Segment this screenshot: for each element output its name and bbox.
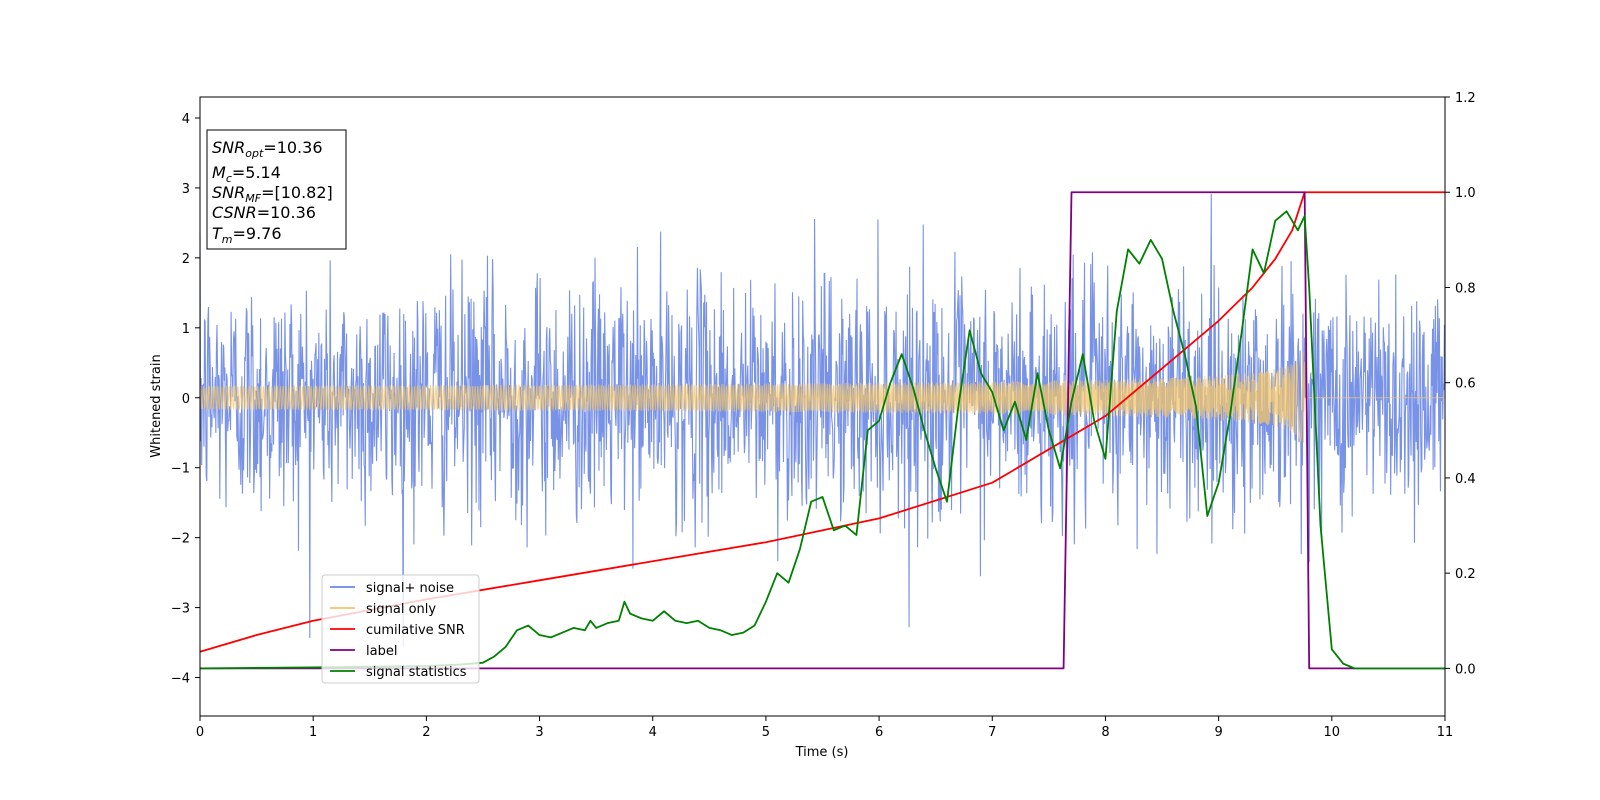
y-right-tick-label: 1.0 bbox=[1455, 186, 1476, 201]
y-left-tick-label: 3 bbox=[182, 182, 190, 197]
x-tick-label: 4 bbox=[649, 725, 657, 740]
legend-entry-label: signal statistics bbox=[366, 665, 467, 680]
series-signal-statistics-line bbox=[199, 210, 1445, 670]
annotation-line: Tm=9.76 bbox=[212, 224, 282, 246]
x-tick-label: 7 bbox=[988, 725, 996, 740]
y-axis-left: 4 3 2 1 0 −1 −2 −3 −4 bbox=[171, 112, 200, 687]
x-tick-label: 0 bbox=[196, 725, 204, 740]
legend-entry-label: signal only bbox=[366, 602, 436, 617]
y-left-tick-label: −4 bbox=[171, 672, 190, 687]
annotation-line: SNRMF=[10.82] bbox=[212, 183, 333, 205]
x-tick-label: 8 bbox=[1101, 725, 1109, 740]
y-axis-label: Whitened strain bbox=[149, 354, 164, 457]
y-right-tick-label: 0.4 bbox=[1455, 472, 1476, 487]
y-right-tick-label: 0.8 bbox=[1455, 281, 1476, 296]
x-tick-label: 9 bbox=[1214, 725, 1222, 740]
legend-frame bbox=[321, 574, 480, 684]
x-axis-label: Time (s) bbox=[795, 745, 849, 760]
x-tick-label: 5 bbox=[762, 725, 770, 740]
series-signal-noise-line bbox=[199, 193, 1446, 648]
series-signal-only-line bbox=[199, 351, 1445, 443]
y-left-tick-label: 0 bbox=[182, 392, 190, 407]
x-tick-label: 3 bbox=[535, 725, 543, 740]
y-right-tick-label: 0.0 bbox=[1455, 662, 1476, 677]
y-left-tick-label: −3 bbox=[171, 602, 190, 617]
annotation-line: SNRopt=10.36 bbox=[212, 138, 323, 160]
y-right-tick-label: 0.2 bbox=[1455, 567, 1476, 582]
x-tick-label: 11 bbox=[1437, 725, 1454, 740]
legend-entry-label: signal+ noise bbox=[366, 581, 454, 596]
y-right-tick-label: 0.6 bbox=[1455, 377, 1476, 392]
x-tick-label: 6 bbox=[875, 725, 883, 740]
y-right-tick-label: 1.2 bbox=[1455, 91, 1476, 106]
y-left-tick-label: −1 bbox=[171, 462, 190, 477]
annotation-frame bbox=[206, 129, 347, 250]
y-left-tick-label: 2 bbox=[182, 252, 190, 267]
x-tick-label: 1 bbox=[309, 725, 317, 740]
series-label-line bbox=[200, 191, 1445, 670]
y-left-tick-label: 4 bbox=[182, 112, 190, 127]
legend-entry-label: label bbox=[366, 644, 397, 659]
annotation-box: SNRopt=10.36 Mc=5.14SNRMF=[10.82]CSNR=10.… bbox=[206, 129, 347, 250]
x-axis: 0 1 2 3 4 5 6 7 8 9 10 11 bbox=[196, 716, 1453, 740]
x-tick-label: 2 bbox=[422, 725, 430, 740]
x-tick-label: 10 bbox=[1324, 725, 1341, 740]
y-left-tick-label: −2 bbox=[171, 532, 190, 547]
annotation-line: Mc=5.14 bbox=[212, 163, 281, 185]
plot-frame bbox=[199, 96, 1446, 717]
annotation-line: CSNR=10.36 bbox=[212, 203, 316, 222]
legend-entry-label: cumilative SNR bbox=[366, 623, 465, 638]
legend: signal+ noise signal only cumilative SNR la… bbox=[321, 574, 480, 684]
y-axis-right: 0.0 0.2 0.4 0.6 0.8 1.0 1.2 bbox=[1445, 91, 1476, 677]
y-left-tick-label: 1 bbox=[182, 322, 190, 337]
